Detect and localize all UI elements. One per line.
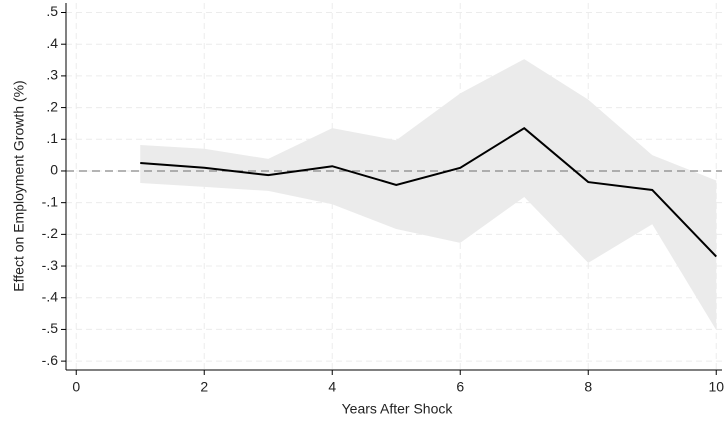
y-tick-label: .2 xyxy=(46,98,58,114)
y-axis-label: Effect on Employment Growth (%) xyxy=(11,80,27,291)
x-tick-label: 6 xyxy=(456,379,464,395)
x-tick-label: 2 xyxy=(200,379,208,395)
y-tick-label: -.4 xyxy=(42,288,59,304)
y-tick-label: -.5 xyxy=(42,320,59,336)
y-tick-label: .3 xyxy=(46,67,58,83)
x-tick-label: 10 xyxy=(708,379,724,395)
confidence-band xyxy=(140,59,717,331)
y-tick-label: .4 xyxy=(46,35,58,51)
y-tick-label: 0 xyxy=(50,162,58,178)
y-tick-label: .1 xyxy=(46,130,58,146)
y-tick-label: -.2 xyxy=(42,225,59,241)
y-tick-label: -.3 xyxy=(42,257,59,273)
y-tick-label: .5 xyxy=(46,3,58,19)
line xyxy=(140,126,717,258)
y-tick-label: -.1 xyxy=(42,193,59,209)
x-tick-label: 4 xyxy=(328,379,336,395)
x-tick-label: 8 xyxy=(584,379,592,395)
x-tick-label: 0 xyxy=(72,379,80,395)
y-tick-label: -.6 xyxy=(42,352,59,368)
x-axis-label: Years After Shock xyxy=(342,401,454,417)
